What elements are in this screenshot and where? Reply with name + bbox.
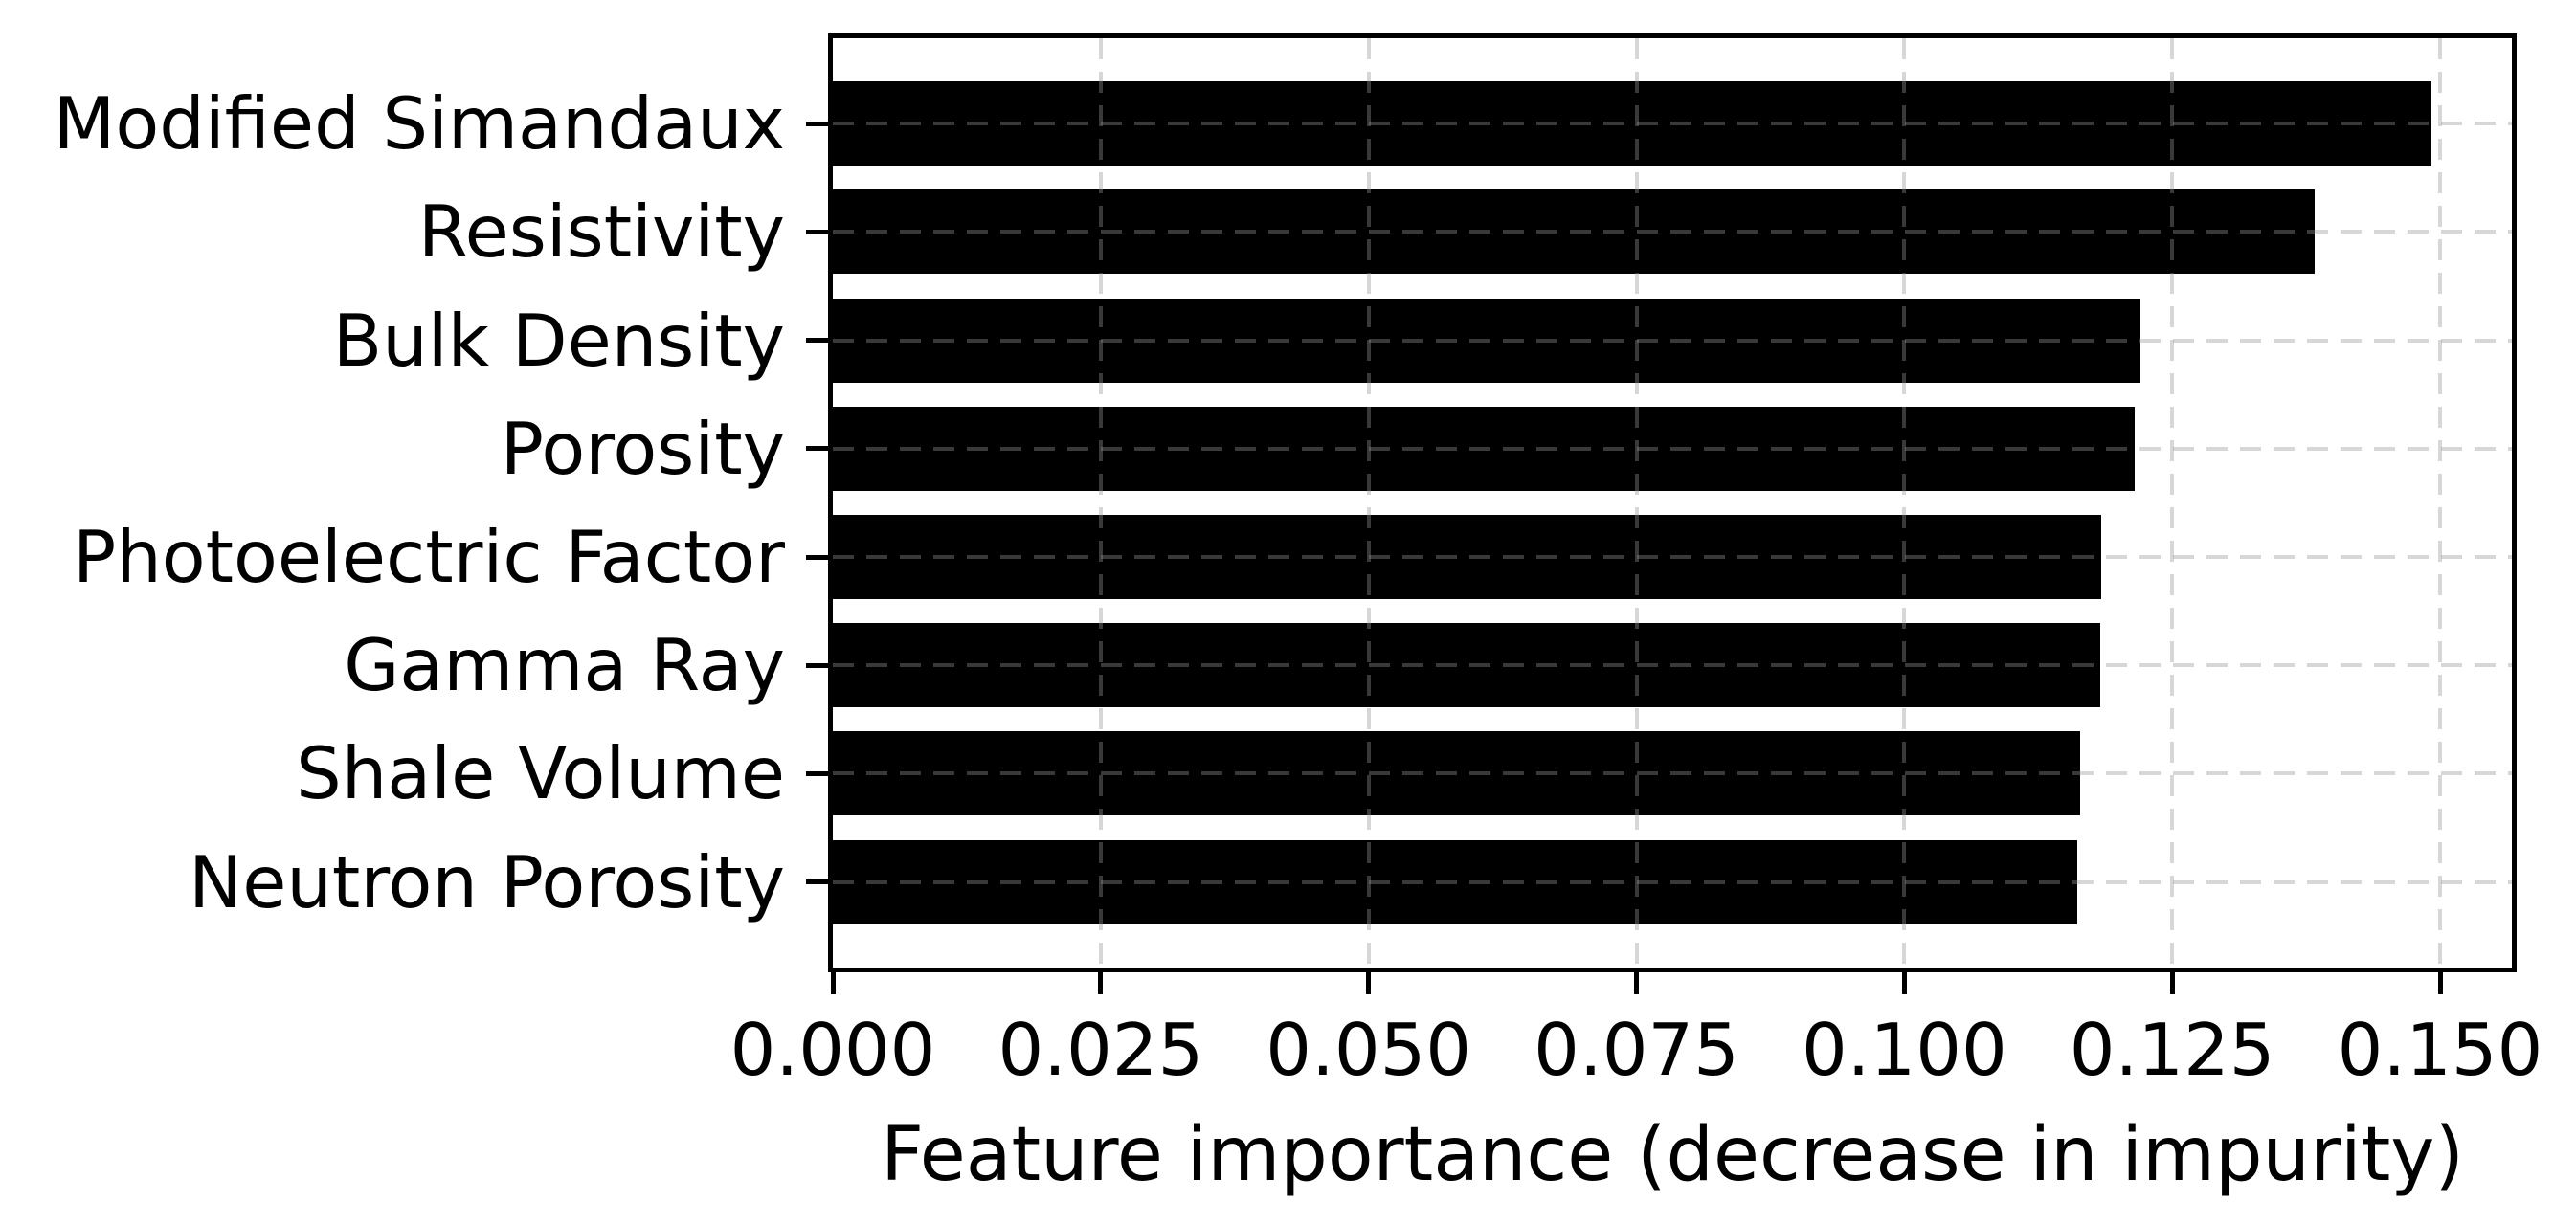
y-tick-label-bulk-density: Bulk Density	[332, 298, 785, 383]
bar-porosity	[833, 406, 2135, 491]
x-gridline-0.100	[1902, 38, 1907, 968]
x-gridline-0.025	[1098, 38, 1103, 968]
x-tick-label-0.000: 0.000	[729, 1008, 936, 1092]
y-tick-bulk-density	[806, 338, 833, 344]
bar-gamma-ray	[833, 623, 2101, 708]
y-gridline-modified-simandaux	[833, 122, 2512, 126]
y-gridline-shale-volume	[833, 771, 2512, 776]
y-tick-resistivity	[806, 229, 833, 234]
x-axis-label: Feature importance (decrease in impurity…	[881, 1112, 2464, 1198]
x-tick-0.100	[1901, 968, 1907, 994]
x-tick-label-0.125: 0.125	[2069, 1008, 2275, 1092]
y-gridline-resistivity	[833, 230, 2512, 234]
x-tick-0.075	[1634, 968, 1639, 994]
y-tick-label-modified-simandaux: Modified Simandaux	[53, 81, 785, 167]
bar-bulk-density	[833, 298, 2140, 383]
x-gridline-0.050	[1366, 38, 1371, 968]
y-gridline-photoelectric-factor	[833, 555, 2512, 559]
y-tick-gamma-ray	[806, 662, 833, 668]
y-tick-porosity	[806, 446, 833, 452]
bar-neutron-porosity	[833, 839, 2077, 924]
y-gridline-neutron-porosity	[833, 879, 2512, 884]
x-tick-0.125	[2169, 968, 2175, 994]
y-tick-label-gamma-ray: Gamma Ray	[344, 623, 785, 708]
y-tick-modified-simandaux	[806, 121, 833, 126]
y-tick-label-photoelectric-factor: Photoelectric Factor	[72, 515, 785, 599]
bar-modified-simandaux	[833, 81, 2431, 167]
y-tick-neutron-porosity	[806, 879, 833, 885]
x-gridline-0.150	[2438, 38, 2442, 968]
x-tick-label-0.075: 0.075	[1534, 1008, 1739, 1092]
x-tick-0.000	[830, 968, 836, 994]
bar-photoelectric-factor	[833, 515, 2102, 599]
x-tick-label-0.150: 0.150	[2337, 1008, 2543, 1092]
y-gridline-gamma-ray	[833, 663, 2512, 668]
x-tick-label-0.050: 0.050	[1266, 1008, 1472, 1092]
x-gridline-0.075	[1634, 38, 1639, 968]
y-tick-label-neutron-porosity: Neutron Porosity	[189, 839, 785, 924]
y-tick-label-shale-volume: Shale Volume	[296, 731, 785, 816]
y-tick-label-resistivity: Resistivity	[417, 189, 785, 275]
x-tick-0.025	[1098, 968, 1104, 994]
x-tick-label-0.100: 0.100	[1801, 1008, 2007, 1092]
y-tick-label-porosity: Porosity	[500, 406, 785, 491]
y-tick-shale-volume	[806, 770, 833, 776]
bar-shale-volume	[833, 731, 2080, 816]
x-tick-0.050	[1366, 968, 1372, 994]
x-tick-label-0.025: 0.025	[997, 1008, 1204, 1092]
y-gridline-bulk-density	[833, 338, 2512, 343]
y-gridline-porosity	[833, 446, 2512, 451]
plot-area	[833, 38, 2512, 968]
x-tick-0.150	[2437, 968, 2443, 994]
x-gridline-0.125	[2170, 38, 2175, 968]
bar-resistivity	[833, 189, 2315, 275]
y-tick-photoelectric-factor	[806, 554, 833, 560]
